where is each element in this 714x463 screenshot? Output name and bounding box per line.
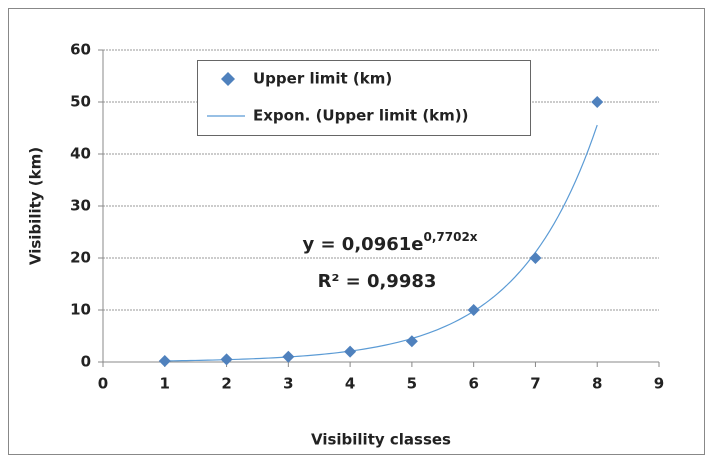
equation-exponent: 0,7702x [423, 230, 477, 244]
y-tick-label: 40 [70, 145, 91, 163]
y-tick-label: 0 [81, 353, 91, 371]
x-tick-label: 2 [221, 375, 231, 393]
y-tick-label: 50 [70, 93, 91, 111]
marker [282, 350, 295, 363]
x-tick-label: 8 [592, 375, 602, 393]
equation-base: y = 0,0961e [302, 234, 423, 255]
y-tick-label: 20 [70, 249, 91, 267]
legend-marker [221, 72, 235, 86]
y-tick-label: 10 [70, 301, 91, 319]
x-tick-label: 6 [468, 375, 478, 393]
y-tick-label: 60 [70, 41, 91, 59]
marker [591, 96, 604, 108]
x-tick-label: 0 [98, 375, 108, 393]
r-squared: R² = 0,9983 [318, 271, 437, 292]
x-tick-label: 5 [407, 375, 417, 393]
trend-equation: y = 0,0961e0,7702x [302, 230, 477, 256]
x-axis-title: Visibility classes [311, 431, 451, 449]
marker [220, 353, 233, 366]
x-tick-label: 1 [160, 375, 170, 393]
marker [405, 335, 418, 348]
x-tick-label: 3 [283, 375, 293, 393]
legend [197, 60, 531, 136]
y-tick-label: 30 [70, 197, 91, 215]
marker [344, 345, 357, 358]
marker [158, 354, 171, 367]
x-tick-label: 4 [345, 375, 355, 393]
x-tick-label: 9 [654, 375, 664, 393]
trendline [164, 124, 598, 362]
legend-label: Upper limit (km) [253, 70, 392, 88]
y-axis-title: Visibility (km) [27, 147, 45, 265]
marker [529, 252, 542, 264]
legend-label: Expon. (Upper limit (km)) [253, 107, 469, 125]
marker [467, 304, 480, 316]
x-tick-label: 7 [530, 375, 540, 393]
